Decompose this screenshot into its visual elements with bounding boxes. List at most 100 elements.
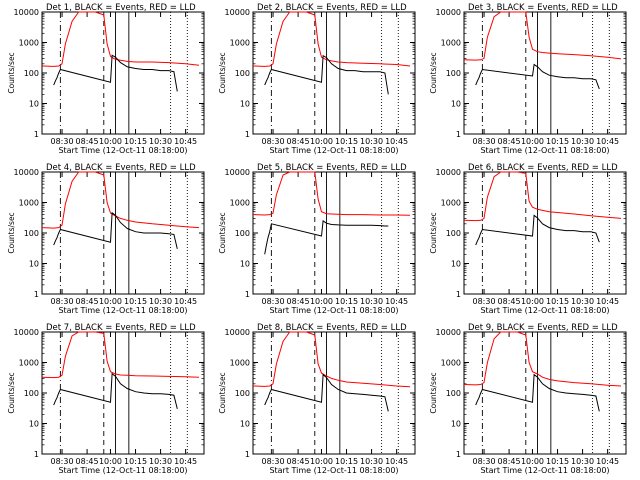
y-tick-label: 10000 (436, 8, 461, 17)
x-tick-label: 10:30 (149, 457, 172, 466)
y-tick-label: 10000 (14, 168, 39, 177)
series-events-line (475, 373, 600, 412)
y-tick-label: 1 (456, 130, 461, 139)
x-tick-label: 08:45 (287, 297, 310, 306)
x-tick-label: 10:45 (385, 457, 408, 466)
panel-title: Det 5, BLACK = Events, RED = LLD (257, 163, 407, 173)
y-tick-label: 1 (456, 450, 461, 459)
y-tick-label: 10 (451, 260, 461, 269)
y-axis-label: Counts/sec (7, 212, 16, 253)
y-tick-label: 100 (24, 69, 39, 78)
x-tick-label: 10:00 (310, 137, 333, 146)
series-events-line (475, 214, 600, 246)
panel-title: Det 6, BLACK = Events, RED = LLD (468, 163, 618, 173)
detector-panel-6: Det 6, BLACK = Events, RED = LLD 1 10 100 10… (429, 163, 627, 315)
series-events-line (475, 63, 600, 90)
y-tick-label: 1 (245, 290, 250, 299)
x-tick-label: 10:30 (360, 297, 383, 306)
y-tick-label: 1000 (230, 199, 250, 208)
y-tick-label: 100 (235, 229, 250, 238)
y-tick-label: 10000 (436, 168, 461, 177)
x-tick-label: 10:45 (174, 457, 197, 466)
panel-title: Det 1, BLACK = Events, RED = LLD (46, 3, 196, 13)
detector-panel-8: Det 8, BLACK = Events, RED = LLD 1 10 100 10… (218, 323, 416, 475)
x-tick-label: 10:30 (571, 137, 594, 146)
x-tick-label: 08:45 (76, 297, 99, 306)
y-axis-label: Counts/sec (218, 52, 227, 93)
x-tick-label: 10:45 (596, 297, 619, 306)
x-tick-label: 08:30 (51, 137, 74, 146)
detector-panel-5: Det 5, BLACK = Events, RED = LLD 1 10 100 10… (218, 163, 416, 315)
y-tick-label: 1 (245, 450, 250, 459)
x-tick-label: 10:45 (174, 137, 197, 146)
x-tick-label: 08:30 (262, 137, 285, 146)
detector-panel-1: Det 1, BLACK = Events, RED = LLD 1 10 100 10… (7, 3, 205, 155)
y-tick-label: 10 (29, 100, 39, 109)
x-tick-label: 10:45 (385, 137, 408, 146)
y-tick-label: 10000 (225, 8, 250, 17)
y-tick-label: 1 (34, 290, 39, 299)
series-lld-line (252, 171, 411, 216)
y-tick-label: 1000 (19, 199, 39, 208)
x-tick-label: 10:15 (124, 457, 147, 466)
x-axis-label: Start Time (12-Oct-11 08:18:00) (58, 306, 187, 315)
y-tick-label: 1 (34, 450, 39, 459)
detector-panel-2: Det 2, BLACK = Events, RED = LLD 1 10 100 10… (218, 3, 416, 155)
x-tick-label: 08:45 (76, 137, 99, 146)
series-lld-line (252, 11, 411, 67)
y-tick-label: 10 (240, 260, 250, 269)
series-lld-line (463, 171, 622, 222)
x-tick-label: 08:30 (262, 297, 285, 306)
x-tick-label: 10:45 (385, 297, 408, 306)
y-tick-label: 10 (240, 100, 250, 109)
x-tick-label: 10:45 (596, 137, 619, 146)
panel-title: Det 2, BLACK = Events, RED = LLD (257, 3, 407, 13)
y-tick-label: 10 (29, 420, 39, 429)
y-tick-label: 100 (24, 229, 39, 238)
x-tick-label: 10:30 (360, 137, 383, 146)
panel-title: Det 3, BLACK = Events, RED = LLD (468, 3, 618, 13)
series-lld-line (252, 331, 411, 388)
x-tick-label: 08:30 (473, 457, 496, 466)
x-tick-label: 10:15 (124, 297, 147, 306)
x-tick-label: 08:45 (498, 137, 521, 146)
series-events-line (264, 373, 389, 412)
y-tick-label: 10000 (14, 328, 39, 337)
x-tick-label: 08:30 (51, 297, 74, 306)
y-tick-label: 1000 (441, 39, 461, 48)
x-axis-label: Start Time (12-Oct-11 08:18:00) (480, 306, 609, 315)
y-tick-label: 10 (451, 100, 461, 109)
series-events-line (264, 54, 389, 95)
y-axis-label: Counts/sec (429, 52, 438, 93)
y-tick-label: 10 (29, 260, 39, 269)
x-tick-label: 10:15 (335, 137, 358, 146)
x-tick-label: 10:45 (596, 457, 619, 466)
series-lld-line (41, 11, 200, 67)
x-axis-label: Start Time (12-Oct-11 08:18:00) (58, 146, 187, 155)
detector-panel-4: Det 4, BLACK = Events, RED = LLD 1 10 100 10… (7, 163, 205, 315)
y-tick-label: 1 (456, 290, 461, 299)
series-events-line (53, 211, 178, 250)
y-tick-label: 1000 (19, 39, 39, 48)
detector-panel-9: Det 9, BLACK = Events, RED = LLD 1 10 100 10… (429, 323, 627, 475)
x-tick-label: 08:30 (473, 297, 496, 306)
panel-title: Det 9, BLACK = Events, RED = LLD (468, 323, 618, 333)
x-tick-label: 10:45 (174, 297, 197, 306)
panel-title: Det 7, BLACK = Events, RED = LLD (46, 323, 196, 333)
x-tick-label: 10:15 (546, 457, 569, 466)
y-tick-label: 100 (446, 229, 461, 238)
x-tick-label: 10:15 (546, 297, 569, 306)
x-tick-label: 08:45 (498, 297, 521, 306)
y-tick-label: 100 (446, 69, 461, 78)
x-tick-label: 08:45 (287, 137, 310, 146)
y-tick-label: 10000 (225, 168, 250, 177)
x-tick-label: 10:00 (521, 297, 544, 306)
y-tick-label: 100 (24, 389, 39, 398)
y-tick-label: 10000 (436, 328, 461, 337)
series-events-line (53, 372, 178, 410)
x-axis-label: Start Time (12-Oct-11 08:18:00) (269, 306, 398, 315)
x-axis-label: Start Time (12-Oct-11 08:18:00) (269, 146, 398, 155)
series-lld-line (41, 171, 200, 229)
y-axis-label: Counts/sec (429, 372, 438, 413)
x-tick-label: 10:15 (335, 457, 358, 466)
